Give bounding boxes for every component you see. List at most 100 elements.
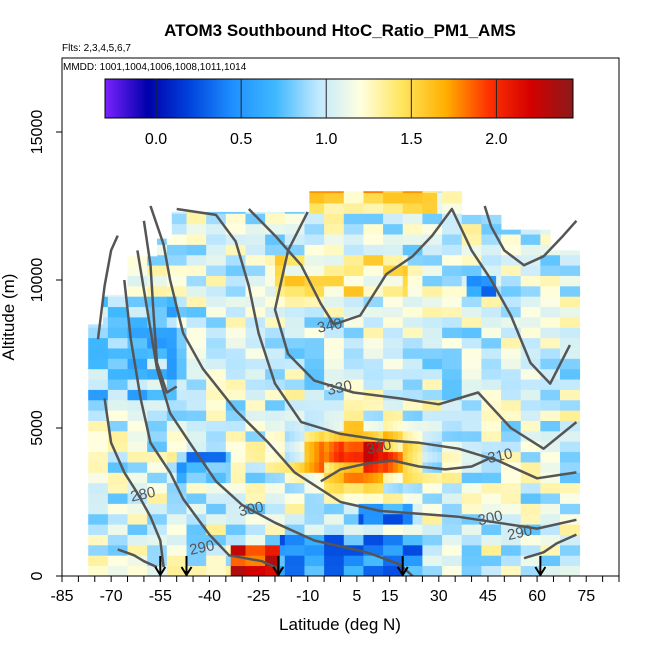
heatmap-cell <box>147 472 153 484</box>
heatmap-cell <box>270 306 276 318</box>
heatmap-cell <box>230 211 237 214</box>
heatmap-cell <box>446 565 453 576</box>
heatmap-cell <box>348 306 354 318</box>
heatmap-cell <box>152 430 158 442</box>
heatmap-cell <box>284 275 291 287</box>
heatmap-cell <box>456 358 463 370</box>
heatmap-cell <box>215 337 222 349</box>
heatmap-cell <box>274 534 281 546</box>
heatmap-cell <box>329 244 335 256</box>
heatmap-cell <box>476 524 482 535</box>
heatmap-cell <box>98 379 104 390</box>
heatmap-cell <box>102 462 109 473</box>
heatmap-cell <box>161 327 168 339</box>
heatmap-cell <box>265 420 271 432</box>
heatmap-cell <box>432 472 438 484</box>
heatmap-cell <box>486 410 492 421</box>
heatmap-cell <box>132 441 138 453</box>
heatmap-cell <box>564 306 571 318</box>
heatmap-cell <box>461 317 468 328</box>
heatmap-cell <box>437 285 443 297</box>
heatmap-cell <box>388 203 394 214</box>
heatmap-cell <box>525 337 531 349</box>
heatmap-cell <box>535 275 541 287</box>
heatmap-cell <box>333 203 340 214</box>
heatmap-cell <box>196 472 202 484</box>
heatmap-cell <box>157 482 163 494</box>
heatmap-cell <box>176 472 182 484</box>
heatmap-cell <box>358 472 364 484</box>
heatmap-cell <box>319 191 325 194</box>
heatmap-cell <box>417 493 423 504</box>
heatmap-cell <box>348 234 354 245</box>
heatmap-cell <box>117 337 124 349</box>
heatmap-cell <box>501 379 507 390</box>
heatmap-cell <box>471 399 477 411</box>
heatmap-cell <box>392 191 399 194</box>
heatmap-cell <box>417 191 423 194</box>
heatmap-cell <box>309 503 315 515</box>
heatmap-cell <box>147 565 153 576</box>
heatmap-cell <box>122 410 128 421</box>
heatmap-cell <box>486 358 492 370</box>
heatmap-cell <box>333 368 340 380</box>
heatmap-cell <box>437 410 443 421</box>
heatmap-cell <box>560 513 566 525</box>
heatmap-cell <box>191 358 197 370</box>
heatmap-cell <box>496 441 502 453</box>
heatmap-cell <box>98 348 104 359</box>
heatmap-cell <box>329 565 335 576</box>
heatmap-cell <box>142 368 148 380</box>
heatmap-cell <box>353 379 359 390</box>
heatmap-cell <box>117 513 124 525</box>
heatmap-cell <box>132 256 138 266</box>
heatmap-cell <box>540 389 546 401</box>
heatmap-cell <box>530 317 536 328</box>
heatmap-cell <box>186 348 192 359</box>
heatmap-cell <box>427 379 433 390</box>
heatmap-cell <box>309 223 315 235</box>
heatmap-cell <box>491 358 497 370</box>
heatmap-cell <box>88 451 94 463</box>
heatmap-cell <box>137 285 143 297</box>
heatmap-cell <box>225 544 232 556</box>
heatmap-cell <box>206 306 212 318</box>
heatmap-cell <box>358 379 364 390</box>
heatmap-cell <box>392 493 399 504</box>
heatmap-cell <box>230 555 237 567</box>
heatmap-cell <box>451 555 458 567</box>
heatmap-cell <box>368 254 374 266</box>
heatmap-cell <box>446 191 453 194</box>
heatmap-cell <box>289 337 296 349</box>
heatmap-cell <box>505 348 512 359</box>
heatmap-cell <box>127 275 133 287</box>
heatmap-cell <box>304 441 310 453</box>
heatmap-cell <box>417 430 423 442</box>
heatmap-cell <box>343 472 350 484</box>
heatmap-cell <box>265 285 271 297</box>
heatmap-cell <box>132 420 138 432</box>
heatmap-cell <box>555 358 561 370</box>
heatmap-cell <box>191 451 197 463</box>
heatmap-cell <box>501 451 507 463</box>
heatmap-cell <box>525 358 531 370</box>
heatmap-cell <box>240 503 246 515</box>
heatmap-cell <box>427 493 433 504</box>
heatmap-cell <box>397 482 404 494</box>
heatmap-cell <box>392 503 399 515</box>
heatmap-cell <box>451 192 458 204</box>
heatmap-cell <box>240 410 246 421</box>
heatmap-cell <box>343 493 350 504</box>
heatmap-cell <box>230 544 237 556</box>
heatmap-cell <box>432 244 438 256</box>
heatmap-cell <box>397 234 404 245</box>
heatmap-cell <box>368 513 374 525</box>
heatmap-cell <box>343 513 350 525</box>
heatmap-cell <box>132 306 138 318</box>
heatmap-cell <box>171 213 178 225</box>
heatmap-cell <box>476 285 482 297</box>
heatmap-cell <box>299 534 305 546</box>
heatmap-cell <box>456 430 463 442</box>
heatmap-cell <box>422 191 428 194</box>
heatmap-cell <box>314 348 320 359</box>
